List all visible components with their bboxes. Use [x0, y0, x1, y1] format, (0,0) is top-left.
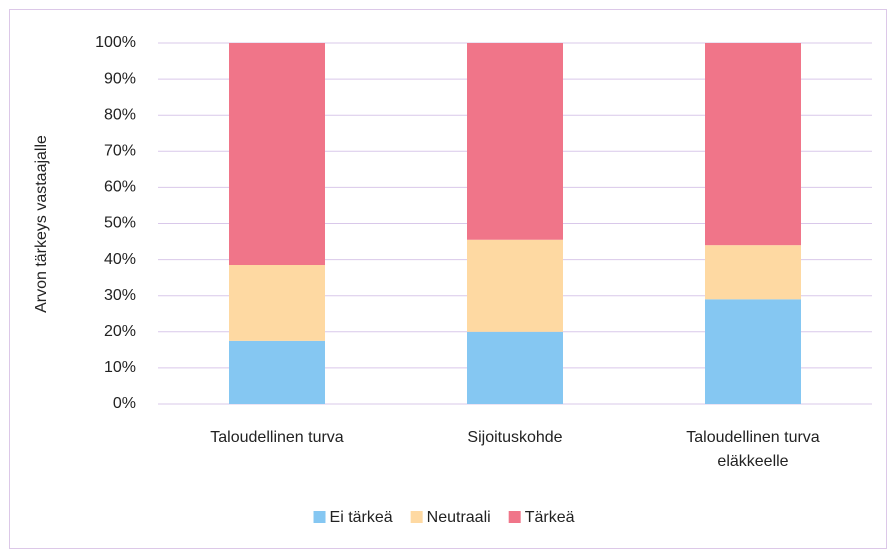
- y-tick-label: 70%: [104, 143, 136, 160]
- y-tick-label: 20%: [104, 323, 136, 340]
- bar-segment: [467, 239, 563, 332]
- bar-segment: [229, 340, 325, 404]
- bar-segment: [467, 43, 563, 240]
- legend-swatch: [508, 511, 521, 523]
- bar-segment: [705, 245, 801, 300]
- y-tick-label: 100%: [95, 34, 136, 51]
- bar-segment: [229, 43, 325, 266]
- legend-label: Neutraali: [427, 509, 491, 526]
- x-tick-label: Sijoituskohde: [467, 429, 563, 446]
- y-tick-label: 60%: [104, 179, 136, 196]
- legend-label: Ei tärkeä: [330, 509, 393, 526]
- y-tick-label: 40%: [104, 251, 136, 268]
- y-tick-label: 90%: [104, 70, 136, 87]
- x-tick-label: Taloudellinen turva: [210, 429, 344, 446]
- y-axis-title: Arvon tärkeys vastaajalle: [33, 135, 50, 313]
- bar-segment: [467, 331, 563, 404]
- y-tick-label: 80%: [104, 106, 136, 123]
- bar-segment: [705, 299, 801, 404]
- bar-segment: [705, 43, 801, 246]
- y-tick-label: 10%: [104, 359, 136, 376]
- legend-swatch: [313, 511, 326, 523]
- y-tick-label: 50%: [104, 215, 136, 232]
- legend-label: Tärkeä: [525, 509, 575, 526]
- legend-swatch: [410, 511, 423, 523]
- y-tick-label: 30%: [104, 287, 136, 304]
- x-tick-label: Taloudellinen turva eläkkeelle: [686, 429, 820, 470]
- bar-segment: [229, 265, 325, 341]
- y-tick-label: 0%: [113, 395, 136, 412]
- chart-border: [9, 9, 887, 549]
